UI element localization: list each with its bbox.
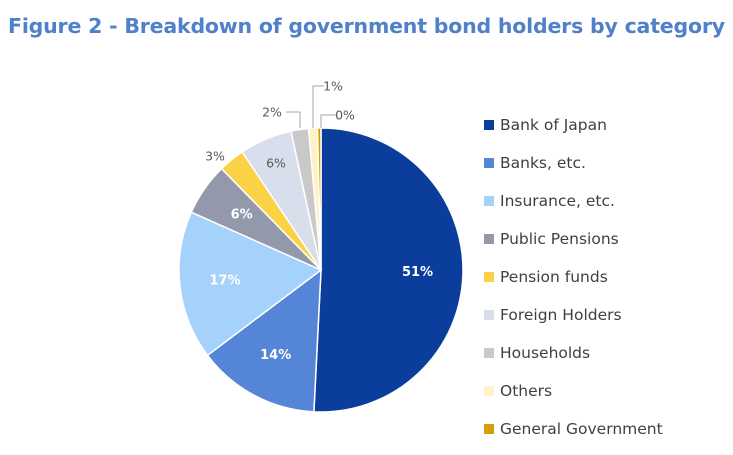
- legend-item: Others: [484, 372, 663, 410]
- legend-swatch: [484, 120, 494, 130]
- legend-swatch: [484, 196, 494, 206]
- legend-label: Public Pensions: [500, 230, 619, 248]
- leader-lines: [286, 85, 337, 128]
- legend-item: Households: [484, 334, 663, 372]
- pie-slice-bank-of-japan: [313, 127, 464, 413]
- legend: Bank of Japan Banks, etc. Insurance, etc. P…: [484, 106, 663, 448]
- legend-swatch: [484, 348, 494, 358]
- legend-swatch: [484, 424, 494, 434]
- leader-line: [286, 111, 301, 128]
- legend-swatch: [484, 158, 494, 168]
- legend-label: Households: [500, 344, 591, 362]
- legend-swatch: [484, 272, 494, 282]
- leader-line: [312, 85, 324, 128]
- slice-label: 0%: [335, 108, 355, 123]
- chart-title: Figure 2 - Breakdown of government bond …: [8, 14, 725, 38]
- legend-label: General Government: [500, 420, 663, 438]
- slice-label: 14%: [260, 348, 291, 363]
- slice-labels: 51% 14% 17% 6% 3% 6% 2% 1% 0%: [205, 79, 433, 363]
- legend-swatch: [484, 234, 494, 244]
- legend-label: Foreign Holders: [500, 306, 622, 324]
- legend-item: General Government: [484, 410, 663, 448]
- pie-slice-insurance-etc: [178, 211, 323, 357]
- slice-label: 17%: [209, 273, 240, 288]
- pie-slice-banks-etc: [206, 268, 322, 413]
- legend-label: Banks, etc.: [500, 154, 586, 172]
- legend-item: Pension funds: [484, 258, 663, 296]
- slice-label: 3%: [205, 149, 225, 164]
- legend-item: Public Pensions: [484, 220, 663, 258]
- slice-label: 6%: [266, 156, 286, 171]
- legend-swatch: [484, 386, 494, 396]
- legend-label: Bank of Japan: [500, 116, 607, 134]
- slice-label: 51%: [402, 265, 433, 280]
- legend-swatch: [484, 310, 494, 320]
- pie-slices: [178, 127, 464, 413]
- slice-label: 2%: [262, 105, 282, 120]
- legend-label: Pension funds: [500, 268, 608, 286]
- slice-label: 1%: [323, 79, 343, 94]
- slice-label: 6%: [231, 207, 253, 222]
- legend-item: Foreign Holders: [484, 296, 663, 334]
- legend-label: Insurance, etc.: [500, 192, 615, 210]
- legend-item: Bank of Japan: [484, 106, 663, 144]
- legend-item: Insurance, etc.: [484, 182, 663, 220]
- legend-item: Banks, etc.: [484, 144, 663, 182]
- legend-label: Others: [500, 382, 553, 400]
- leader-line: [320, 114, 337, 128]
